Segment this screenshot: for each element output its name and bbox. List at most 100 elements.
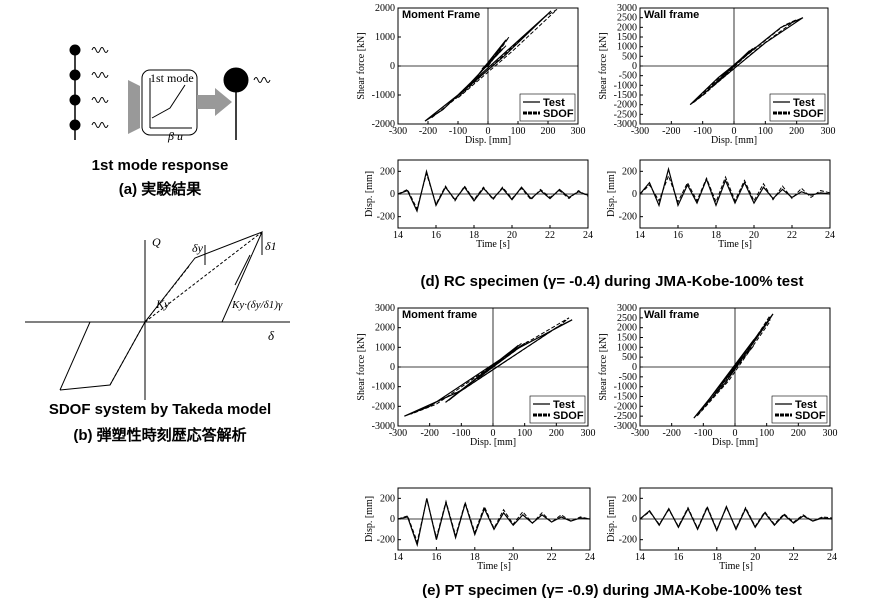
x-tick-label: 200 <box>541 126 556 137</box>
x-tick-label: -200 <box>420 428 438 439</box>
title-b: SDOF system by Takeda model <box>49 401 271 418</box>
x-tick-label: 22 <box>545 230 555 241</box>
x-tick-label: 16 <box>673 230 683 241</box>
diagram-a <box>70 45 270 140</box>
x-tick-label: 100 <box>511 126 526 137</box>
data-line <box>640 176 830 202</box>
x-axis-label: Disp. [mm] <box>465 135 511 146</box>
chart-title: Wall frame <box>644 9 699 21</box>
y-tick-label: 200 <box>380 166 395 177</box>
y-tick-label: 1000 <box>375 32 395 43</box>
x-tick-label: 24 <box>585 552 595 563</box>
legend-label: SDOF <box>795 410 826 422</box>
delta-label: δ <box>268 328 275 343</box>
y-axis-label: Shear force [kN] <box>598 333 609 400</box>
x-tick-label: 200 <box>549 428 564 439</box>
x-axis-label: Time [s] <box>718 239 752 250</box>
y-tick-label: -1000 <box>372 382 395 393</box>
x-tick-label: 300 <box>823 428 838 439</box>
data-line <box>398 498 590 544</box>
y-tick-label: 1000 <box>617 42 637 53</box>
x-axis-label: Time [s] <box>719 561 753 572</box>
x-tick-label: -200 <box>662 428 680 439</box>
caption-a: (a) 実験結果 <box>119 180 203 198</box>
x-tick-label: 300 <box>571 126 586 137</box>
x-tick-label: -200 <box>662 126 680 137</box>
y-tick-label: 1000 <box>375 342 395 353</box>
y-tick-label: -200 <box>619 212 637 223</box>
y-axis-label: Disp. [mm] <box>606 171 617 217</box>
legend-label: SDOF <box>793 108 824 120</box>
legend-label: SDOF <box>553 410 584 422</box>
y-tick-label: -200 <box>377 212 395 223</box>
y-tick-label: 2000 <box>617 22 637 33</box>
y-tick-label: -1500 <box>614 392 637 403</box>
chart-title: Moment frame <box>402 309 477 321</box>
x-tick-label: 22 <box>789 552 799 563</box>
x-tick-label: 22 <box>547 552 557 563</box>
x-axis-label: Disp. [mm] <box>712 437 758 448</box>
y-tick-label: -500 <box>619 372 637 383</box>
x-tick-label: 300 <box>581 428 596 439</box>
y-tick-label: 2000 <box>617 323 637 334</box>
x-tick-label: 14 <box>393 552 403 563</box>
y-tick-label: -200 <box>377 535 395 546</box>
data-line <box>640 507 832 530</box>
y-tick-label: 1500 <box>617 32 637 43</box>
title-a: 1st mode response <box>92 157 229 174</box>
x-tick-label: 200 <box>791 428 806 439</box>
x-tick-label: -100 <box>452 428 470 439</box>
y-axis-label: Disp. [mm] <box>364 496 375 542</box>
y-tick-label: -2500 <box>614 411 637 422</box>
x-tick-label: 24 <box>825 230 835 241</box>
y-tick-label: -500 <box>619 71 637 82</box>
y-tick-label: -1500 <box>614 90 637 101</box>
y-tick-label: 500 <box>622 51 637 62</box>
y-tick-label: 500 <box>622 352 637 363</box>
x-tick-label: 22 <box>787 230 797 241</box>
y-tick-label: -2000 <box>372 401 395 412</box>
y-axis-label: Shear force [kN] <box>356 32 367 99</box>
dy-label: δy <box>192 241 204 255</box>
y-tick-label: -1000 <box>614 80 637 91</box>
x-tick-label: -100 <box>694 428 712 439</box>
y-tick-label: 0 <box>632 61 637 72</box>
x-tick-label: 16 <box>431 230 441 241</box>
x-axis-label: Disp. [mm] <box>470 437 516 448</box>
y-tick-label: 1500 <box>617 333 637 344</box>
caption-d: (d) RC specimen (γ= -0.4) during JMA-Kob… <box>421 273 804 290</box>
y-tick-label: 0 <box>632 189 637 200</box>
caption-e: (e) PT specimen (γ= -0.9) during JMA-Kob… <box>422 582 802 599</box>
x-axis-label: Disp. [mm] <box>711 135 757 146</box>
y-tick-label: 3000 <box>375 303 395 314</box>
d1-label: δ1 <box>265 239 277 253</box>
data-line <box>398 174 588 209</box>
y-tick-label: 2500 <box>617 13 637 24</box>
chart-title: Wall frame <box>644 309 699 321</box>
x-tick-label: 24 <box>827 552 837 563</box>
x-tick-label: 100 <box>517 428 532 439</box>
y-tick-label: 0 <box>390 362 395 373</box>
y-tick-label: 0 <box>632 362 637 373</box>
y-tick-label: 0 <box>632 514 637 525</box>
k2-label: Ky·(δy/δ1)γ <box>231 299 283 311</box>
legend-label: SDOF <box>543 108 574 120</box>
y-tick-label: -1000 <box>614 382 637 393</box>
data-line <box>398 499 590 541</box>
chart-title: Moment Frame <box>402 9 480 21</box>
y-tick-label: -2500 <box>614 109 637 120</box>
x-axis-label: Time [s] <box>476 239 510 250</box>
y-tick-label: -1000 <box>372 90 395 101</box>
y-tick-label: 1000 <box>617 342 637 353</box>
data-line <box>690 18 803 105</box>
y-axis-label: Disp. [mm] <box>364 171 375 217</box>
y-tick-label: 200 <box>380 493 395 504</box>
y-tick-label: 0 <box>390 61 395 72</box>
y-tick-label: 200 <box>622 166 637 177</box>
y-tick-label: -2000 <box>614 401 637 412</box>
y-tick-label: 3000 <box>617 303 637 314</box>
x-tick-label: 24 <box>583 230 593 241</box>
x-tick-label: 200 <box>789 126 804 137</box>
x-axis-label: Time [s] <box>477 561 511 572</box>
q-label: Q <box>152 235 161 249</box>
